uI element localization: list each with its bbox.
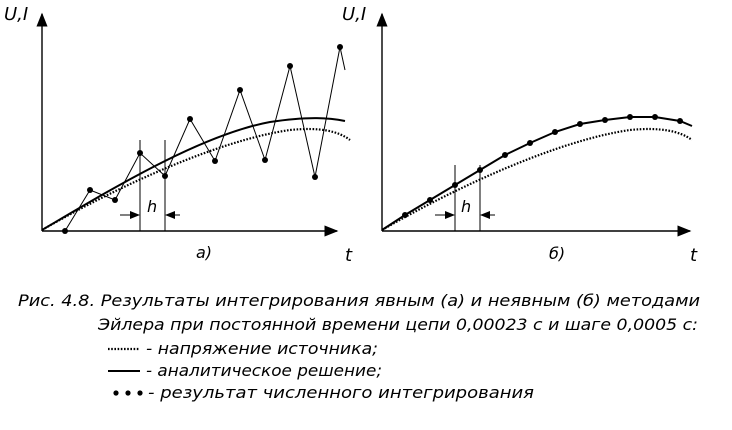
source-voltage (41, 127, 351, 231)
step-label: h (461, 197, 471, 216)
legend-swatch (113, 390, 143, 396)
source-voltage (381, 127, 693, 231)
panel-a: U,I t а) h (4, 4, 353, 266)
legend-label: - напряжение источника; (146, 339, 378, 358)
panel-label: а) (196, 243, 212, 262)
analytic-solution (381, 116, 693, 231)
panel-b: U,I t б) h (342, 4, 698, 266)
caption-line: Рис. 4.8. Результаты интегрирования явны… (18, 291, 700, 310)
x-axis-label: t (345, 245, 353, 266)
analytic-solution (41, 117, 346, 231)
legend-label: - результат численного интегрирования (148, 383, 534, 402)
y-axis-label: U,I (4, 4, 28, 25)
y-axis-label: U,I (342, 4, 366, 25)
x-axis-label: t (690, 245, 698, 266)
panel-label: б) (549, 244, 565, 263)
caption-line: Эйлера при постоянной времени цепи 0,000… (97, 315, 698, 334)
legend-label: - аналитическое решение; (146, 361, 382, 380)
step-label: h (147, 197, 157, 216)
numeric-points (62, 44, 343, 234)
numeric-result (64, 46, 346, 232)
numeric-points (402, 114, 683, 218)
